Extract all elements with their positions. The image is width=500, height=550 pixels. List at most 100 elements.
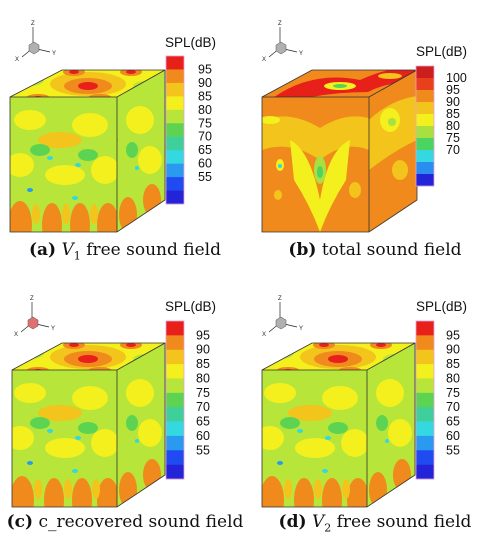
colorbar-swatch bbox=[166, 69, 184, 84]
colorbar-swatch bbox=[166, 190, 184, 205]
panel-c: Z X Y SPL(dB) 95 90 85 80 75 70 65 60 55 (c) c_r… bbox=[0, 275, 250, 550]
colorbar-border bbox=[165, 320, 185, 480]
panel-b: Z X Y SPL(dB) 100 95 90 85 80 75 70 (b) total … bbox=[250, 0, 500, 275]
colorbar-swatch bbox=[416, 407, 434, 422]
colorbar-tick-label: 80 bbox=[446, 119, 460, 133]
colorbar-swatch bbox=[166, 435, 184, 451]
axis-label-y: Y bbox=[299, 51, 303, 57]
colorbar-swatch bbox=[416, 335, 434, 351]
axis-triad: Z X Y bbox=[14, 296, 55, 338]
caption-text: free sound field bbox=[86, 240, 221, 260]
colorbar-tick-label: 70 bbox=[196, 400, 210, 414]
axis-label-x: X bbox=[15, 57, 19, 63]
colorbar-tick-label: 70 bbox=[198, 130, 212, 144]
colorbar-swatch bbox=[166, 82, 184, 97]
colorbar-border bbox=[415, 65, 435, 187]
colorbar-tick-label: 55 bbox=[196, 443, 210, 457]
colorbar-swatch bbox=[416, 138, 434, 151]
colorbar-swatch bbox=[416, 321, 434, 336]
axis-label-z: Z bbox=[31, 21, 35, 27]
axis-label-y: Y bbox=[299, 326, 303, 332]
colorbar-swatch bbox=[166, 163, 184, 178]
colorbar-swatch bbox=[416, 392, 434, 408]
caption-a: (a) V1 free sound field bbox=[0, 240, 250, 262]
colorbar-tick-label: 75 bbox=[446, 386, 460, 400]
caption-variable: V bbox=[61, 240, 74, 260]
caption-letter: (b) bbox=[288, 240, 317, 260]
panel-d: Z X Y SPL(dB) 95 90 85 80 75 70 65 60 55 (d) V2 … bbox=[250, 275, 500, 550]
colorbar-swatch bbox=[166, 349, 184, 365]
axis-label-z: Z bbox=[278, 296, 282, 302]
colorbar-tick-label: 85 bbox=[446, 357, 460, 371]
caption-subscript: 2 bbox=[324, 521, 332, 535]
colorbar-title: SPL(dB) bbox=[165, 35, 216, 50]
colorbar-swatch bbox=[416, 150, 434, 163]
colorbar-swatch bbox=[416, 435, 434, 451]
colorbar-swatch bbox=[416, 421, 434, 437]
caption-subscript: 1 bbox=[73, 249, 81, 263]
colorbar-title: SPL(dB) bbox=[416, 44, 467, 59]
cube-front-face bbox=[12, 370, 117, 507]
axis-label-y: Y bbox=[52, 51, 56, 57]
colorbar-swatch bbox=[166, 136, 184, 151]
caption-c: (c) c_recovered sound field bbox=[0, 512, 250, 532]
axis-label-x: X bbox=[262, 332, 266, 338]
colorbar-title: SPL(dB) bbox=[416, 299, 467, 314]
cube-side-face bbox=[117, 343, 165, 507]
colorbar-tick-label: 65 bbox=[446, 415, 460, 429]
colorbar-tick-label: 85 bbox=[198, 89, 212, 103]
caption-letter: (d) bbox=[278, 512, 307, 532]
colorbar-tick-label: 95 bbox=[446, 328, 460, 342]
cube-side-face bbox=[367, 343, 415, 507]
caption-b: (b) total sound field bbox=[250, 240, 500, 260]
colorbar-swatch bbox=[166, 407, 184, 422]
axis-label-z: Z bbox=[278, 21, 282, 27]
colorbar-swatch bbox=[416, 114, 434, 127]
colorbar-swatch bbox=[166, 123, 184, 138]
colorbar-tick-label: 85 bbox=[196, 357, 210, 371]
axis-label-y: Y bbox=[51, 326, 55, 332]
colorbar-swatch bbox=[416, 102, 434, 115]
cube-front-face bbox=[262, 97, 369, 232]
caption-text: total sound field bbox=[321, 240, 462, 260]
colorbar-tick-label: 75 bbox=[196, 386, 210, 400]
colorbar-swatch bbox=[416, 450, 434, 465]
colorbar-tick-label: 60 bbox=[198, 157, 212, 171]
colorbar-tick-label: 55 bbox=[198, 170, 212, 184]
colorbar-tick-label: 80 bbox=[196, 371, 210, 385]
colorbar-swatch bbox=[416, 364, 434, 379]
colorbar-swatch bbox=[416, 378, 434, 394]
caption-variable: V bbox=[311, 512, 325, 532]
colorbar-swatch bbox=[166, 450, 184, 465]
colorbar-tick-label: 90 bbox=[446, 343, 460, 357]
colorbar-swatch bbox=[416, 90, 434, 103]
colorbar-swatch bbox=[166, 56, 184, 70]
caption-text: c_recovered sound field bbox=[38, 512, 244, 532]
colorbar-swatch bbox=[166, 364, 184, 379]
colorbar-swatch bbox=[166, 335, 184, 351]
caption-letter: (a) bbox=[28, 240, 57, 260]
colorbar-swatch bbox=[166, 392, 184, 408]
colorbar-swatch bbox=[416, 162, 434, 175]
colorbar-swatch bbox=[416, 66, 434, 79]
colorbar-swatch bbox=[416, 464, 434, 480]
colorbar-tick-label: 65 bbox=[198, 143, 212, 157]
colorbar-tick-label: 55 bbox=[446, 443, 460, 457]
colorbar-tick-label: 80 bbox=[198, 103, 212, 117]
axis-label-x: X bbox=[262, 57, 266, 63]
colorbar-swatch bbox=[416, 78, 434, 91]
colorbar-swatch bbox=[166, 378, 184, 394]
colorbar-tick-label: 70 bbox=[446, 400, 460, 414]
colorbar-tick-label: 60 bbox=[446, 429, 460, 443]
caption-text: free sound field bbox=[336, 512, 472, 532]
colorbar-swatch bbox=[166, 421, 184, 437]
colorbar-tick-label: 90 bbox=[196, 343, 210, 357]
colorbar-border bbox=[165, 55, 185, 205]
